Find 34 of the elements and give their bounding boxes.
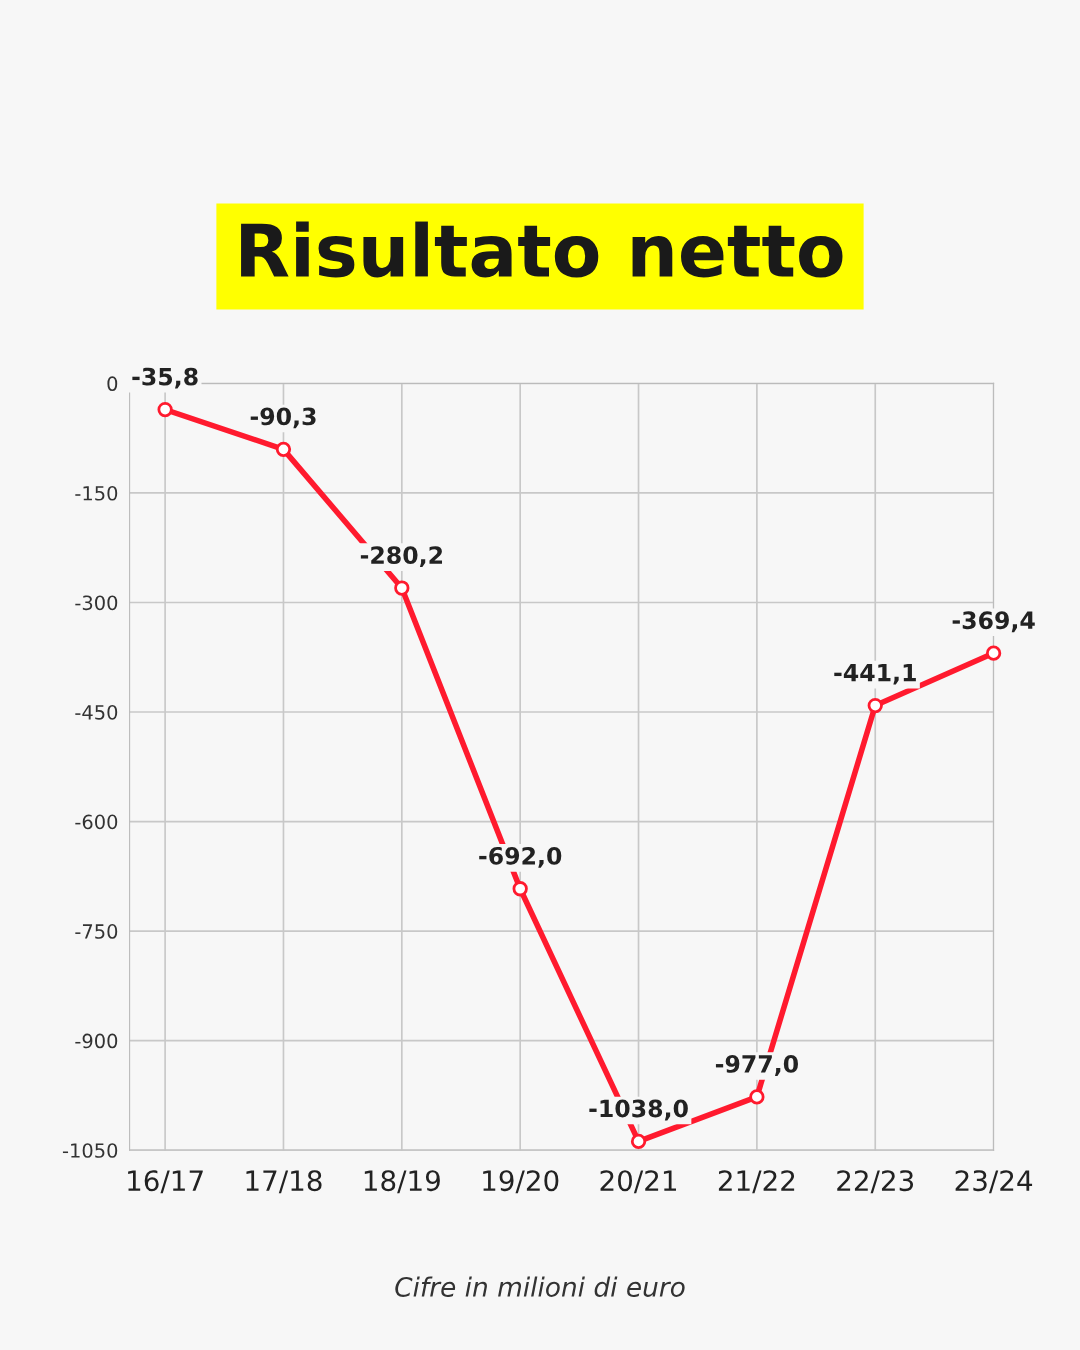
data-label: -35,8 (132, 367, 198, 389)
point (749, 1089, 765, 1105)
y-tick-label: -900 (75, 1033, 118, 1049)
y-tick-label: -750 (75, 924, 118, 939)
data-label: -692,0 (479, 846, 562, 868)
chart-title: Risultato netto (241, 221, 843, 278)
point (512, 881, 528, 897)
y-tick-label: -300 (75, 595, 118, 611)
data-label: -977,0 (715, 1055, 798, 1076)
y-tick-label: -150 (75, 485, 118, 501)
x-tick-label: 22/23 (837, 1170, 914, 1194)
point (157, 401, 173, 418)
point (394, 580, 410, 596)
x-tick-label: 18/19 (364, 1170, 440, 1194)
y-tick-label: -1050 (62, 1143, 118, 1158)
point (275, 441, 292, 457)
y-tick-label: -450 (75, 704, 118, 720)
data-label: -369,4 (952, 611, 1035, 633)
text: Cifre in milioni di euro (395, 1276, 685, 1297)
y-tick-label: 0 (107, 376, 118, 392)
x-tick-label: 20/21 (600, 1170, 676, 1194)
point (630, 1133, 647, 1150)
data-label: -280,2 (360, 546, 443, 568)
y-tick-label: -600 (75, 814, 118, 830)
x-tick-label: 16/17 (128, 1170, 203, 1194)
data-label: -441,1 (834, 663, 916, 685)
data-label: -90,3 (250, 407, 316, 429)
point (867, 697, 883, 714)
point (985, 645, 1002, 661)
x-tick-label: 23/24 (955, 1170, 1033, 1194)
x-tick-label: 17/18 (246, 1170, 322, 1194)
x-tick-label: 21/22 (718, 1170, 795, 1194)
data-label: -1038,0 (589, 1099, 688, 1121)
x-tick-label: 19/20 (483, 1170, 559, 1194)
